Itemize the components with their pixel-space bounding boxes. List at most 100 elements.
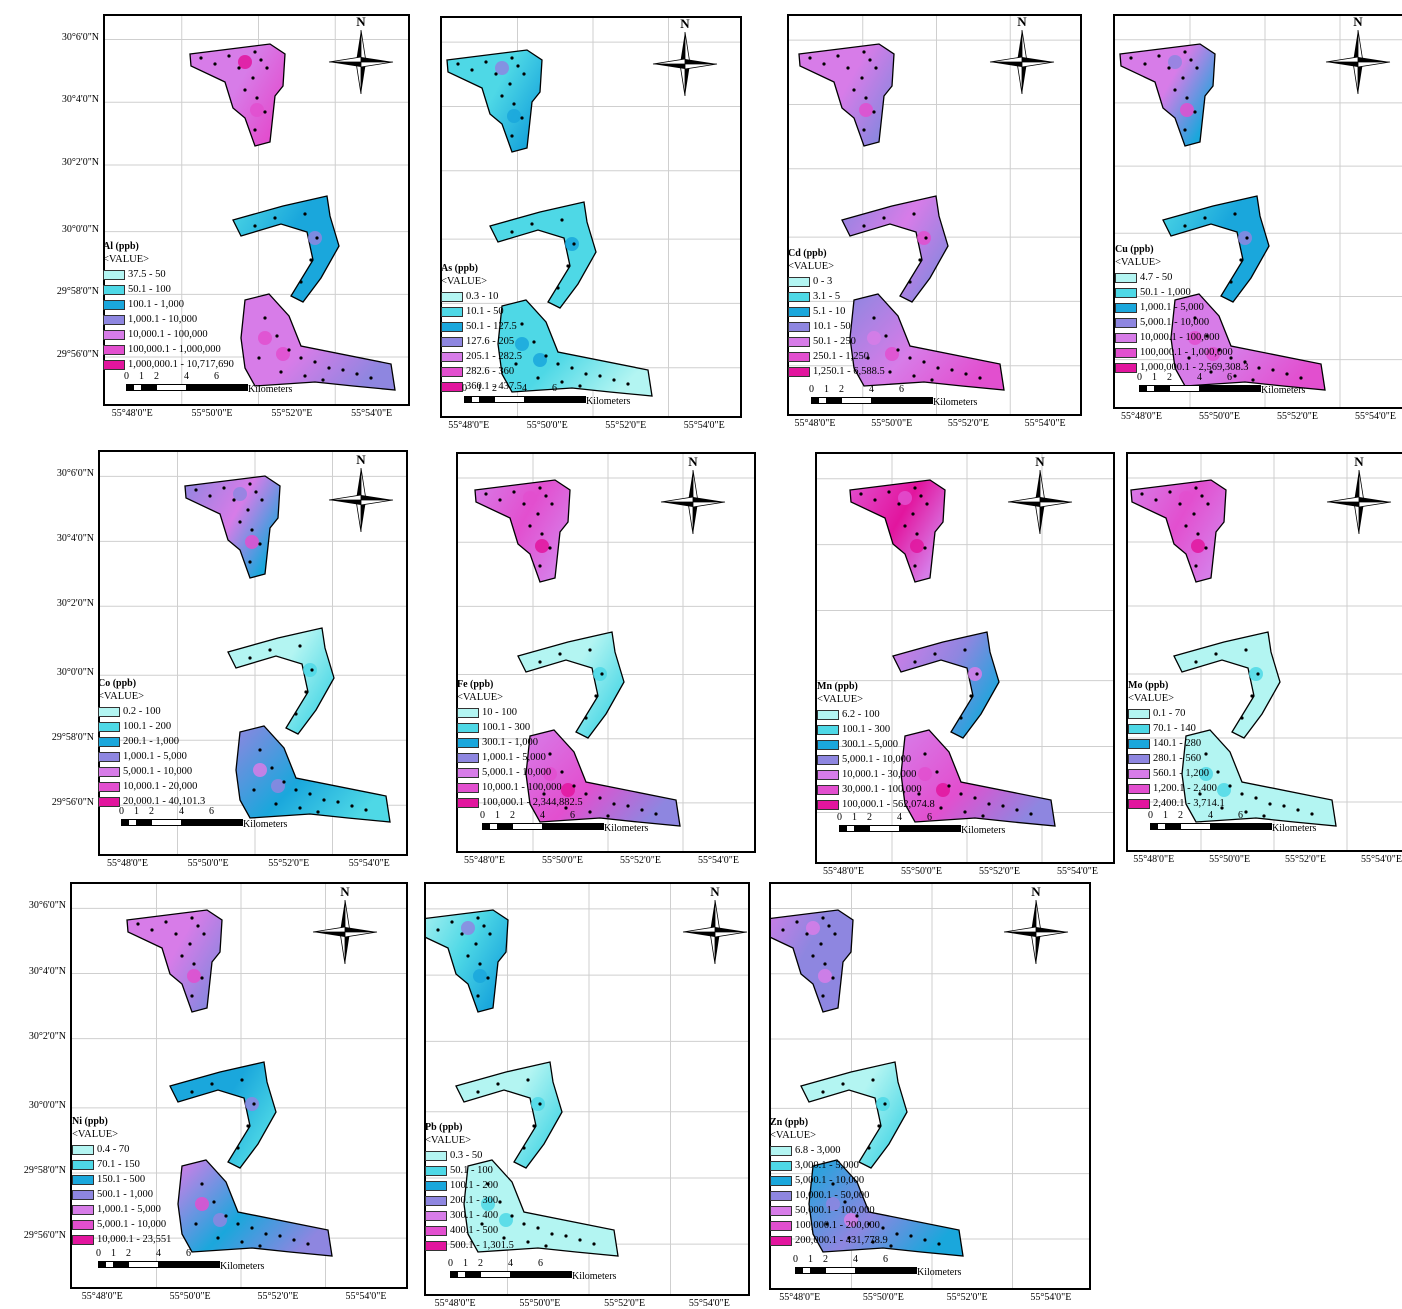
sample-point bbox=[538, 486, 542, 490]
legend-item: 50.1 - 100 bbox=[103, 282, 234, 297]
legend-item: 1,000,000.1 - 2,569,308.3 bbox=[1115, 360, 1249, 375]
legend-item: 560.1 - 1,200 bbox=[1128, 766, 1225, 781]
legend-item: 205.1 - 282.5 bbox=[441, 349, 522, 364]
legend-class-label: 1,000.1 - 5,000 bbox=[97, 1204, 161, 1215]
sample-point bbox=[180, 954, 184, 958]
longitude-label: 55°54'0"E bbox=[351, 408, 393, 419]
scale-segment bbox=[512, 823, 544, 830]
sample-point bbox=[1233, 212, 1237, 216]
scale-tick-label: 2 bbox=[126, 1248, 131, 1259]
legend-item: 100.1 - 200 bbox=[425, 1178, 514, 1193]
scale-tick-label: 0 bbox=[480, 810, 485, 821]
sample-point bbox=[164, 920, 168, 924]
sample-point bbox=[252, 788, 256, 792]
sample-point bbox=[1240, 792, 1244, 796]
north-arrow: N bbox=[987, 14, 1057, 94]
map-panel-pb: N Pb (ppb) <VALUE> 0.3 - 50 50.1 - 100 100.1 … bbox=[420, 870, 765, 1309]
legend-swatch bbox=[1128, 708, 1150, 719]
legend-item: 70.1 - 150 bbox=[72, 1157, 171, 1172]
scale-segment bbox=[1199, 385, 1261, 392]
legend-mn: Mn (ppb) <VALUE> 6.2 - 100 100.1 - 300 300.1… bbox=[817, 681, 935, 812]
sample-point bbox=[1192, 512, 1196, 516]
sample-point bbox=[578, 1238, 582, 1242]
north-label: N bbox=[688, 454, 698, 469]
legend-class-label: 360.1 - 437.5 bbox=[466, 381, 522, 392]
sample-point bbox=[298, 644, 302, 648]
legend-swatch bbox=[425, 1225, 447, 1236]
sampling-points bbox=[199, 50, 373, 382]
sample-point bbox=[564, 806, 568, 810]
scale-tick-label: 2 bbox=[1178, 810, 1183, 821]
sample-point bbox=[592, 1242, 596, 1246]
legend-class-label: 50.1 - 250 bbox=[813, 336, 856, 347]
sample-point bbox=[306, 1242, 310, 1246]
scale-bar: 0 1 2 4 6 Kilometers bbox=[448, 1258, 640, 1282]
sample-point bbox=[278, 1234, 282, 1238]
legend-class-label: 500.1 - 1,301.5 bbox=[450, 1240, 514, 1251]
legend-item: 100.1 - 300 bbox=[457, 720, 583, 735]
scale-bar: 0 1 2 4 6 Kilometers bbox=[480, 810, 672, 834]
sample-point bbox=[1154, 498, 1158, 502]
concentration-hotspot bbox=[561, 783, 575, 797]
sample-point bbox=[258, 1244, 262, 1248]
legend-swatch bbox=[441, 336, 463, 347]
sample-point bbox=[488, 932, 492, 936]
sample-point bbox=[254, 490, 258, 494]
legend-item: 50.1 - 250 bbox=[788, 334, 885, 349]
sample-point bbox=[478, 962, 482, 966]
sample-point bbox=[923, 546, 927, 550]
sample-point bbox=[355, 372, 359, 376]
sampling-points bbox=[859, 486, 1033, 818]
scale-tick-label: 1 bbox=[134, 806, 139, 817]
sample-point bbox=[486, 976, 490, 980]
sample-point bbox=[935, 770, 939, 774]
sample-point bbox=[327, 366, 331, 370]
concentration-hotspot bbox=[818, 969, 832, 983]
sampling-area-north bbox=[184, 475, 281, 579]
legend-swatch bbox=[72, 1159, 94, 1170]
sample-point bbox=[282, 780, 286, 784]
legend-item: 100,000.1 - 1,000,000 bbox=[1115, 345, 1249, 360]
map-panel-mo: N Mo (ppb) <VALUE> 0.1 - 70 70.1 - 140 140.1 … bbox=[1110, 440, 1402, 865]
longitude-label: 55°50'0"E bbox=[187, 858, 229, 869]
sample-point bbox=[1001, 804, 1005, 808]
legend-al: Al (ppb) <VALUE> 37.5 - 50 50.1 - 100 100.1 … bbox=[103, 241, 234, 372]
sample-point bbox=[322, 798, 326, 802]
concentration-hotspot bbox=[481, 1197, 495, 1211]
compass-rose-icon bbox=[660, 469, 726, 534]
sample-point bbox=[544, 494, 548, 498]
scale-segment bbox=[1169, 385, 1201, 392]
sample-point bbox=[522, 1222, 526, 1226]
legend-swatch bbox=[817, 769, 839, 780]
legend-title: Ni (ppb) bbox=[72, 1116, 108, 1127]
north-arrow: N bbox=[310, 884, 380, 964]
legend-item: 1,000.1 - 5,000 bbox=[1115, 300, 1249, 315]
concentration-hotspot bbox=[1191, 539, 1205, 553]
legend-swatch bbox=[98, 736, 120, 747]
sample-point bbox=[522, 1146, 526, 1150]
sample-point bbox=[540, 532, 544, 536]
legend-class-label: 282.6 - 360 bbox=[466, 366, 515, 377]
legend-class-label: 280.1 - 560 bbox=[1153, 753, 1202, 764]
sample-point bbox=[341, 368, 345, 372]
concentration-hotspot bbox=[253, 763, 267, 777]
legend-value-header: <VALUE> bbox=[98, 691, 145, 702]
scale-segment bbox=[156, 384, 188, 391]
sample-point bbox=[959, 716, 963, 720]
legend-title: Zn (ppb) bbox=[770, 1117, 809, 1128]
scale-tick-label: 0 bbox=[124, 371, 129, 382]
legend-class-label: 1,000.1 - 5,000 bbox=[123, 751, 187, 762]
sampling-area-north bbox=[426, 909, 509, 1013]
sample-point bbox=[868, 58, 872, 62]
legend-zn: Zn (ppb) <VALUE> 6.8 - 3,000 3,000.1 - 5,00… bbox=[770, 1117, 888, 1248]
legend-class-label: 1,000.1 - 5,000 bbox=[1140, 302, 1204, 313]
map-panel-cu: N Cu (ppb) <VALUE> 4.7 - 50 50.1 - 1,000 1,00… bbox=[1095, 0, 1402, 440]
scale-tick-label: 2 bbox=[839, 384, 844, 395]
legend-item: 1,000.1 - 5,000 bbox=[98, 749, 205, 764]
sample-point bbox=[811, 954, 815, 958]
sample-point bbox=[516, 64, 520, 68]
legend-item: 0.3 - 10 bbox=[441, 289, 522, 304]
legend-swatch bbox=[817, 724, 839, 735]
legend-item: 150.1 - 500 bbox=[72, 1172, 171, 1187]
legend-class-label: 100,000.1 - 562,074.8 bbox=[842, 799, 935, 810]
